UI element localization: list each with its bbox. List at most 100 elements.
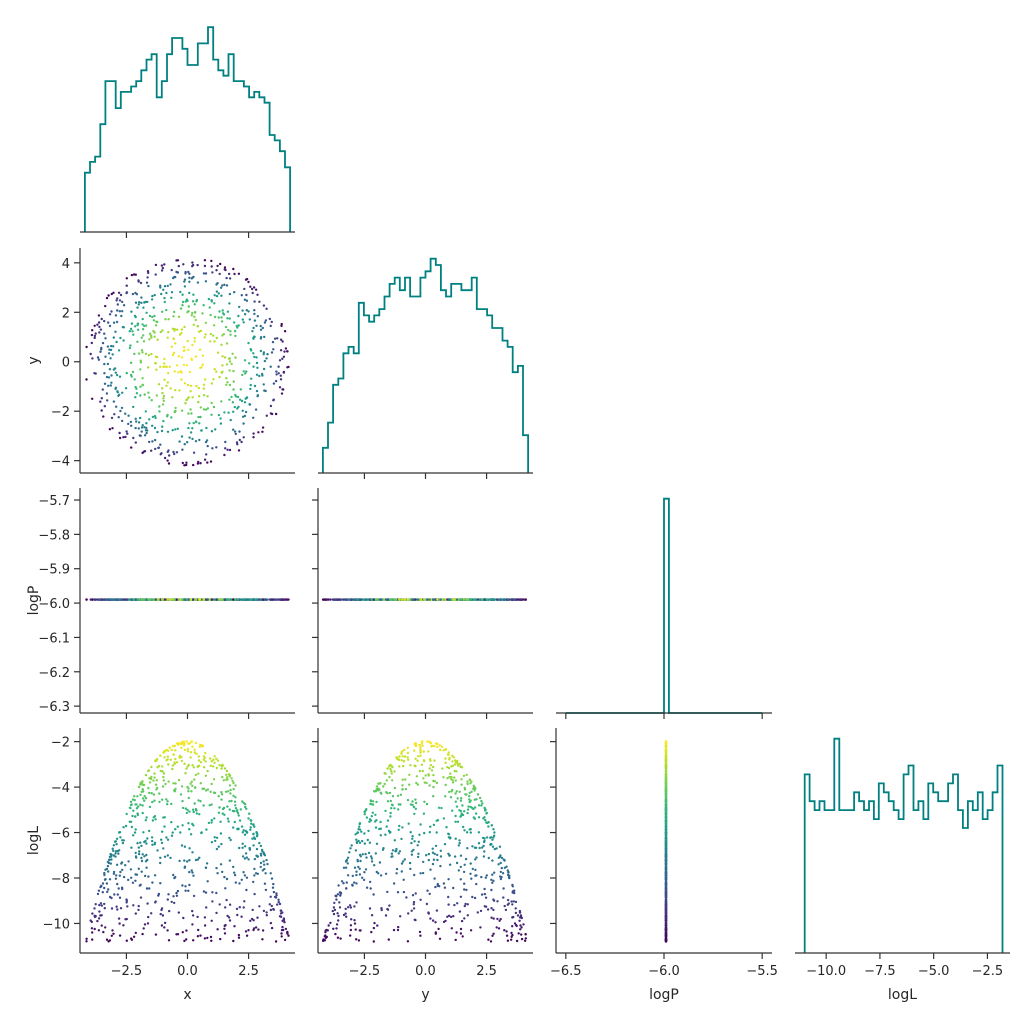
scatter-point (153, 799, 156, 802)
scatter-point (196, 263, 199, 267)
scatter-point (272, 348, 275, 351)
scatter-point (448, 790, 451, 794)
scatter-point (202, 408, 206, 411)
scatter-point (218, 806, 221, 809)
scatter-point (198, 348, 202, 351)
scatter-point (339, 891, 343, 895)
scatter-point (115, 299, 118, 302)
scatter-point (370, 857, 374, 860)
scatter-point (187, 787, 190, 790)
scatter-point (181, 448, 184, 451)
scatter-point (132, 436, 135, 440)
scatter-point (391, 598, 394, 601)
scatter-point (432, 858, 436, 861)
scatter-point (195, 420, 198, 424)
scatter-point (163, 921, 167, 925)
scatter-point (117, 887, 120, 890)
scatter-point (515, 939, 519, 943)
scatter-point (233, 272, 236, 276)
scatter-point (395, 867, 399, 871)
scatter-point (355, 870, 358, 873)
scatter-point (241, 842, 244, 845)
scatter-point (219, 286, 223, 289)
scatter-point (421, 740, 424, 743)
scatter-point (185, 929, 188, 932)
scatter-point (401, 788, 404, 791)
scatter-point (205, 828, 208, 831)
scatter-point (204, 774, 208, 777)
scatter-point (324, 934, 327, 937)
scatter-point (355, 873, 358, 877)
scatter-point (103, 372, 106, 375)
scatter-point (143, 393, 146, 396)
scatter-point (209, 790, 212, 793)
scatter-point (202, 766, 206, 769)
scatter-point (252, 823, 255, 826)
scatter-point (139, 841, 142, 844)
scatter-point (265, 914, 268, 917)
scatter-point (425, 902, 429, 906)
scatter-point (184, 402, 187, 405)
scatter-point (279, 909, 282, 912)
scatter-point (120, 314, 123, 318)
scatter-point (172, 315, 175, 318)
scatter-point (245, 876, 249, 879)
scatter-point (478, 598, 481, 601)
scatter-point (324, 936, 327, 940)
scatter-point (178, 754, 182, 757)
scatter-point (210, 760, 213, 763)
scatter-point (664, 911, 668, 914)
scatter-point (167, 449, 170, 452)
scatter-point (255, 373, 259, 376)
scatter-point (406, 751, 410, 755)
scatter-point (173, 310, 176, 314)
scatter-point (356, 858, 359, 862)
scatter-point (401, 784, 404, 787)
scatter-point (237, 449, 241, 452)
scatter-point (108, 858, 111, 862)
scatter-point (143, 426, 146, 429)
scatter-point (137, 852, 141, 856)
scatter-point (103, 886, 106, 890)
scatter-point (111, 427, 114, 430)
scatter-point (427, 852, 431, 856)
scatter-point (228, 277, 232, 280)
scatter-point (216, 282, 219, 285)
scatter-point (148, 332, 152, 335)
scatter-point (225, 363, 229, 366)
scatter-point (168, 365, 171, 368)
scatter-point (181, 799, 184, 803)
scatter-point (178, 389, 181, 392)
scatter-point (133, 798, 136, 802)
scatter-point (477, 842, 481, 845)
scatter-point (236, 395, 240, 399)
scatter-point (446, 777, 449, 780)
scatter-point (664, 824, 668, 827)
scatter-point (234, 804, 237, 807)
scatter-point (200, 429, 203, 432)
scatter-point (146, 300, 149, 304)
scatter-point (120, 406, 124, 410)
scatter-point (257, 431, 260, 434)
scatter-point (186, 750, 190, 753)
scatter-point (374, 790, 377, 793)
scatter-point (433, 780, 437, 783)
scatter-point (664, 767, 668, 770)
y-tick-label: −2 (51, 736, 70, 751)
scatter-point (282, 355, 286, 358)
scatter-point (192, 874, 195, 877)
scatter-point (514, 907, 517, 910)
scatter-point (256, 855, 260, 858)
scatter-point (422, 750, 425, 753)
scatter-point (433, 744, 436, 748)
scatter-point (664, 740, 668, 743)
scatter-point (210, 782, 213, 786)
scatter-point (511, 885, 514, 888)
scatter-point (170, 748, 173, 752)
scatter-point (411, 800, 414, 803)
scatter-point (103, 405, 107, 408)
scatter-point (425, 802, 429, 806)
scatter-point (240, 825, 244, 828)
scatter-point (419, 934, 422, 937)
scatter-point (493, 834, 496, 837)
